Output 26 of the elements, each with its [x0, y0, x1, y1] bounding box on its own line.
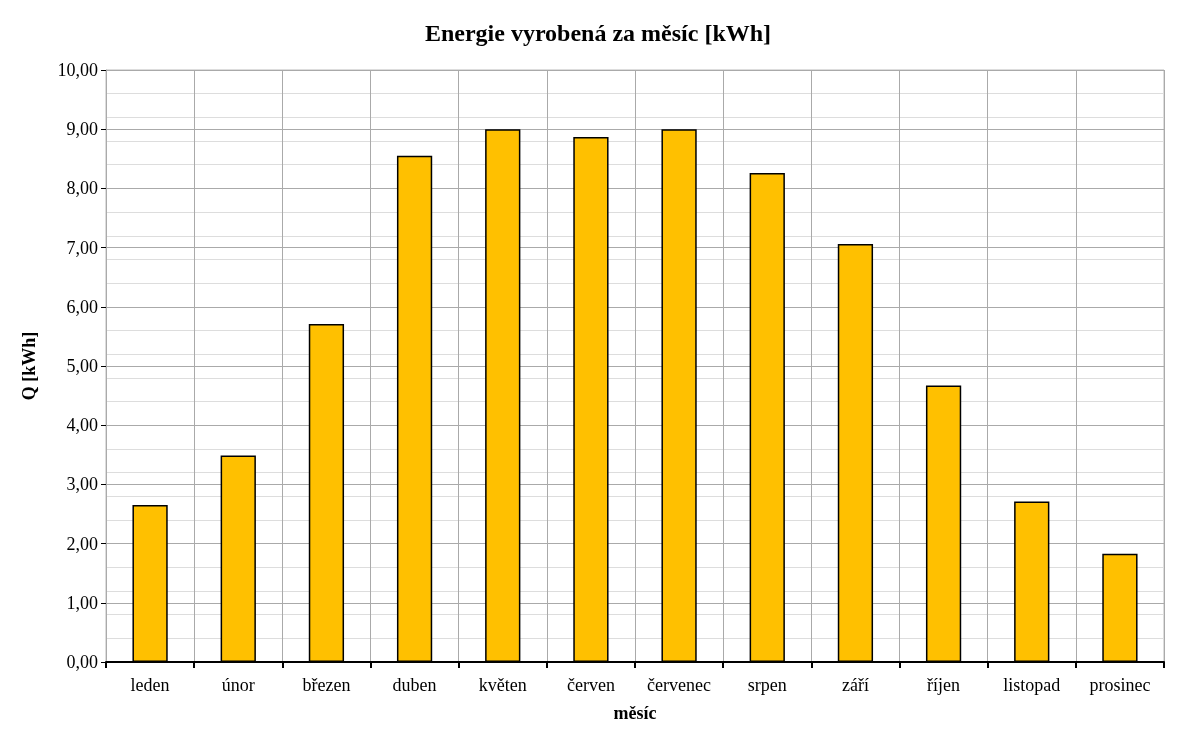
y-tick-label: 1,00 — [66, 592, 98, 613]
y-tick-label: 0,00 — [66, 652, 98, 672]
x-tick-label: září — [841, 675, 869, 695]
chart-title: Energie vyrobená za měsíc [kWh] — [424, 20, 772, 46]
x-tick-label: červen — [566, 675, 615, 695]
x-tick-label: březen — [302, 675, 351, 695]
x-tick-label: říjen — [927, 675, 961, 695]
x-tick-label: prosinec — [1089, 675, 1151, 695]
y-tick-label: 2,00 — [66, 533, 98, 554]
y-tick-label: 6,00 — [66, 296, 98, 317]
x-axis-title: měsíc — [613, 703, 657, 723]
y-tick-label: 4,00 — [66, 415, 98, 436]
x-tick-label: duben — [392, 675, 437, 695]
y-tick-label: 9,00 — [66, 119, 98, 140]
y-tick-label: 8,00 — [66, 178, 98, 199]
y-tick-label: 5,00 — [66, 356, 98, 376]
y-tick-label: 7,00 — [66, 237, 98, 258]
y-axis-title: Q [kWh] — [19, 331, 39, 401]
x-tick-label: únor — [221, 675, 255, 695]
y-tick-label: 3,00 — [66, 474, 98, 495]
y-tick-label: 10,00 — [57, 60, 98, 80]
x-tick-label: srpen — [747, 675, 787, 695]
x-tick-label: červenec — [647, 675, 712, 695]
x-tick-label: leden — [130, 675, 170, 695]
x-tick-label: květen — [478, 675, 527, 695]
x-tick-label: listopad — [1003, 675, 1061, 695]
